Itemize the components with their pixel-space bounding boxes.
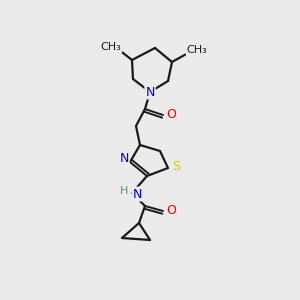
Text: O: O — [166, 205, 176, 218]
Text: H: H — [120, 186, 128, 196]
Text: CH₃: CH₃ — [187, 45, 207, 55]
Text: S: S — [172, 160, 180, 172]
Text: N: N — [119, 152, 129, 166]
Text: CH₃: CH₃ — [100, 42, 122, 52]
Text: N: N — [132, 188, 142, 200]
Text: O: O — [166, 109, 176, 122]
Text: N: N — [145, 85, 155, 98]
